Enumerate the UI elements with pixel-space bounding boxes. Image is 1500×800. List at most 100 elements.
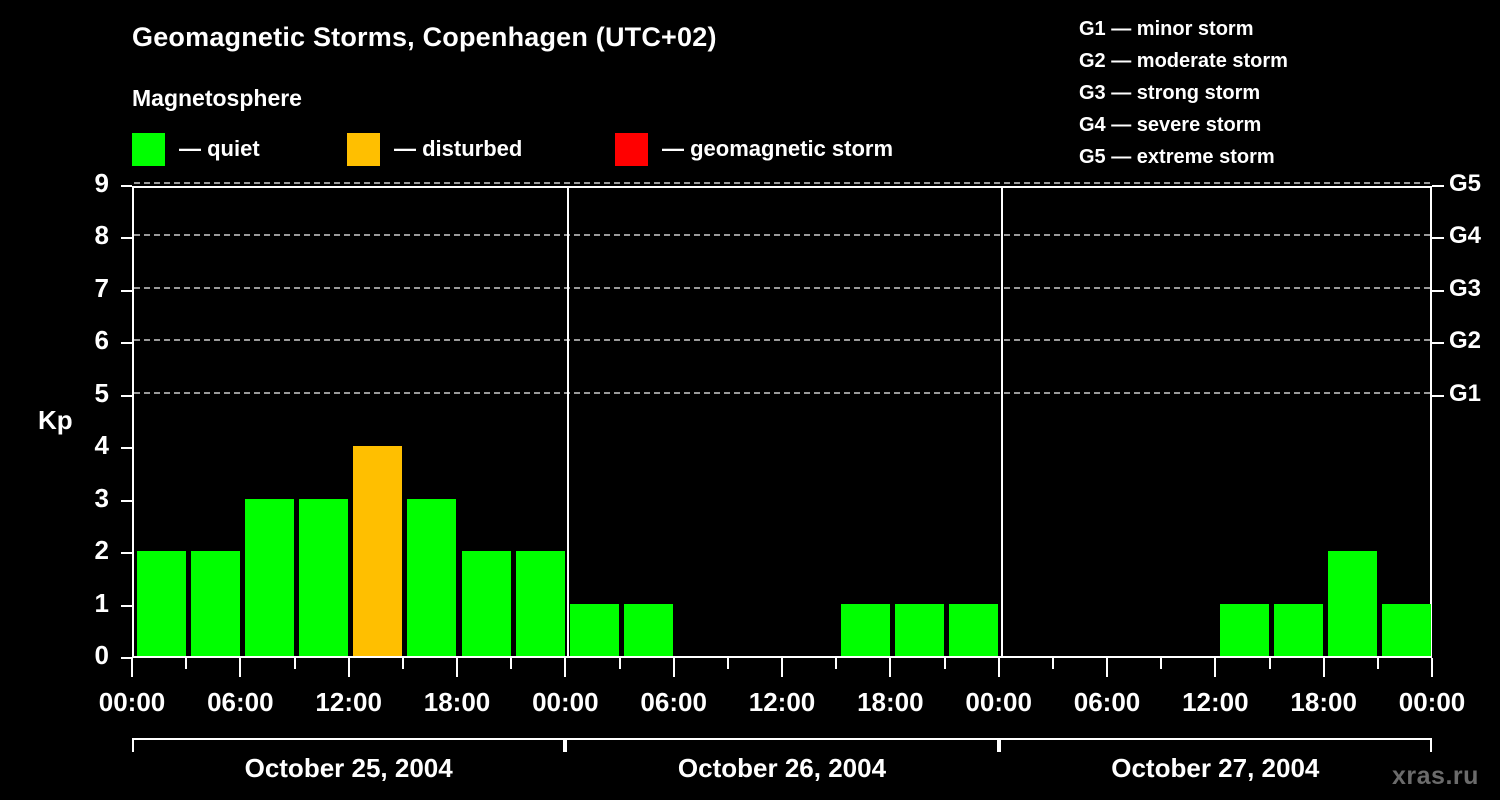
x-tick [781,658,783,677]
green-square-swatch [132,132,165,166]
x-tick-label: 12:00 [748,687,816,717]
kp-bar [894,603,944,656]
kp-bar [299,498,349,656]
x-tick [293,658,296,669]
gscale-row-3: G3 — strong storm [1079,82,1261,104]
x-tick [401,658,404,669]
kp-bar [353,446,403,656]
x-tick [889,658,892,677]
legend-item-label: — geomagnetic storm [662,136,894,161]
day-separator-2 [1000,188,1003,656]
g-tick-G1 [1432,394,1444,397]
plot-area [132,182,1432,658]
y-tick-label-0: 0 [94,640,109,670]
date-bracket-2 [998,738,1432,752]
kp-bar [949,603,999,656]
y-tick-0 [121,657,132,659]
y-tick-1 [121,604,132,607]
x-tick-label: 00:00 [532,687,599,717]
x-tick [1051,658,1054,669]
x-tick-label: 18:00 [857,687,924,717]
y-tick-7 [121,289,132,292]
g-tick-label-G5: G5 [1449,170,1482,197]
x-tick [997,658,1000,677]
legend-item-2: — geomagnetic storm [615,132,893,166]
kp-bar [136,551,186,656]
x-tick [131,658,133,677]
legend-item-label: — disturbed [394,136,523,161]
y-tick-6 [121,342,132,345]
kp-bar [1219,603,1269,656]
gscale-row-2: G2 — moderate storm [1079,50,1288,72]
x-tick-label: 06:00 [1073,687,1141,717]
kp-bar [244,498,294,656]
gscale-row-5: G5 — extreme storm [1079,146,1275,168]
g-tick-G4 [1432,237,1444,240]
chart-subtitle: Magnetosphere [132,85,302,111]
g-tick-label-G1: G1 [1449,379,1482,407]
x-tick [1431,658,1433,677]
kp-bar [569,603,619,656]
kp-bar [190,551,240,656]
y-tick-4 [121,447,132,450]
g-tick-label-G2: G2 [1449,327,1482,355]
x-tick [835,658,838,669]
x-tick-label: 12:00 [1182,687,1249,717]
x-tick [347,658,350,677]
g-tick-label-G3: G3 [1449,274,1482,302]
x-tick-label: 18:00 [423,687,491,717]
y-tick-8 [121,237,132,240]
x-tick [618,658,621,669]
y-tick-9 [121,185,132,187]
x-tick [185,658,188,669]
y-tick-label-5: 5 [94,377,109,408]
red-square-swatch [615,132,648,166]
date-label: October 25, 2004 [244,753,453,783]
x-tick [726,658,729,669]
y-tick-label-2: 2 [94,535,109,566]
x-tick-label: 00:00 [1398,687,1466,717]
gridline-kp-5 [134,391,1430,394]
g-tick-G2 [1432,342,1444,345]
kp-bar [840,603,890,656]
y-tick-2 [121,552,132,555]
page-title: Geomagnetic Storms, Copenhagen (UTC+02) [132,22,717,52]
x-tick-label: 18:00 [1290,687,1357,717]
g-tick-G5 [1432,185,1444,187]
kp-bar [1274,603,1324,656]
x-tick [1160,658,1163,669]
y-tick-label-6: 6 [94,325,109,356]
x-tick [1214,658,1217,677]
x-tick [672,658,675,677]
gridline-kp-7 [134,286,1430,289]
y-axis-title: Kp [38,405,73,435]
g-tick-G3 [1432,289,1444,292]
x-tick-label: 00:00 [965,687,1032,717]
y-tick-label-3: 3 [94,482,109,513]
x-tick-label: 06:00 [640,687,707,717]
g-tick-label-G4: G4 [1449,222,1482,250]
x-tick [1268,658,1271,669]
gridline-kp-6 [134,339,1430,342]
y-tick-3 [121,499,132,502]
gridline-kp-9 [134,182,1430,184]
kp-bar [515,551,565,656]
x-tick [510,658,513,669]
day-separator-1 [567,188,570,656]
date-label: October 26, 2004 [677,753,887,783]
watermark: xras.ru [1392,762,1479,790]
x-tick [564,658,567,677]
gscale-row-1: G1 — minor storm [1079,18,1254,40]
x-tick [1376,658,1379,669]
x-tick-label: 00:00 [98,687,166,717]
kp-bar [1382,603,1432,656]
date-bracket-0 [132,738,566,752]
date-bracket-1 [565,738,999,752]
legend-item-1: — disturbed [347,132,522,166]
y-tick-label-4: 4 [94,430,109,461]
x-tick-label: 12:00 [315,687,382,717]
gscale-row-4: G4 — severe storm [1079,114,1262,136]
gridline-kp-8 [134,234,1430,237]
orange-square-swatch [347,132,380,166]
